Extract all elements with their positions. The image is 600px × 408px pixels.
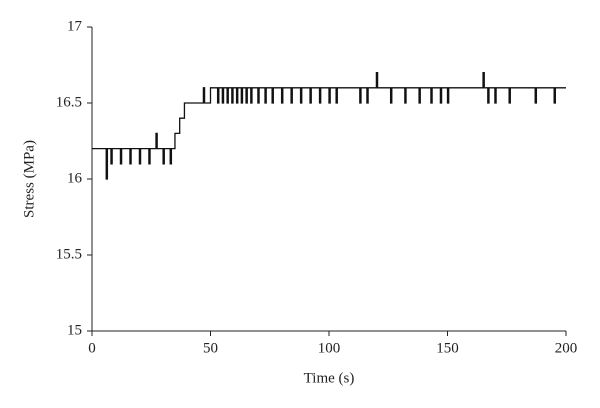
- y-tick-label: 17: [67, 18, 83, 34]
- x-tick-label: 200: [555, 340, 578, 356]
- x-tick-label: 150: [436, 340, 459, 356]
- y-axis-title: Stress (MPa): [21, 140, 37, 218]
- x-axis-title: Time (s): [304, 370, 355, 386]
- y-tick-label: 15: [67, 322, 82, 338]
- y-tick-label: 16.5: [56, 94, 82, 110]
- y-tick-label: 15.5: [56, 246, 82, 262]
- x-tick-label: 100: [318, 340, 341, 356]
- x-tick-label: 50: [203, 340, 218, 356]
- data-line: [92, 71, 566, 180]
- x-tick-label: 0: [88, 340, 96, 356]
- y-tick-label: 16: [67, 170, 83, 186]
